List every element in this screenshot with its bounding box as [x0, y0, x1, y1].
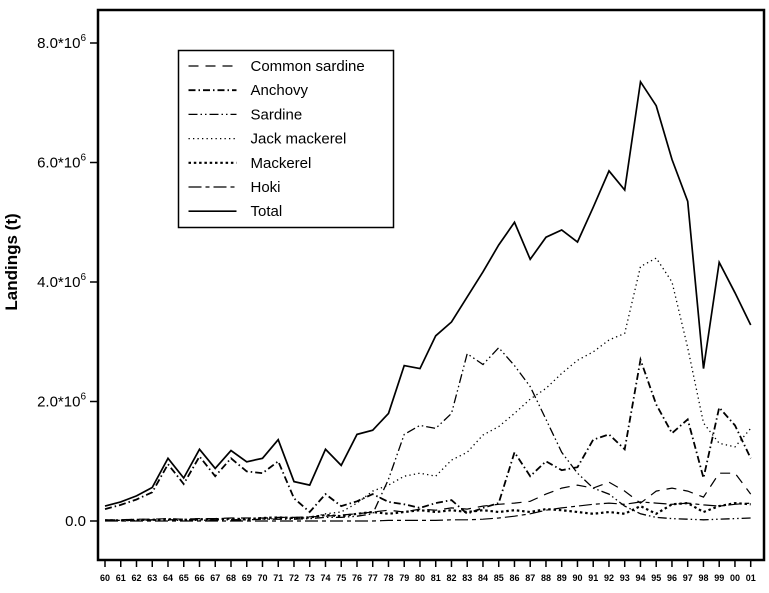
x-tick-label: 75 — [336, 573, 346, 583]
series-line-common-sardine — [105, 472, 752, 521]
x-tick-label: 88 — [541, 573, 551, 583]
x-tick-label: 77 — [368, 573, 378, 583]
y-tick-label: 8.0*106 — [37, 33, 86, 52]
legend-label-mackerel: Mackerel — [251, 155, 312, 172]
x-tick-label: 89 — [557, 573, 567, 583]
x-tick-label: 94 — [635, 573, 645, 583]
legend: Common sardine Anchovy Sardine Jack mackere… — [177, 49, 395, 229]
series-line-anchovy — [104, 356, 752, 515]
y-tick-label: 6.0*106 — [37, 153, 86, 172]
series-line-mackerel — [105, 501, 751, 522]
x-tick-label: 82 — [446, 573, 456, 583]
legend-box — [177, 49, 395, 229]
x-tick-label: 65 — [179, 573, 189, 583]
x-tick-label: 85 — [494, 573, 504, 583]
x-tick-label: 00 — [730, 573, 740, 583]
legend-label-jack-mackerel: Jack mackerel — [251, 131, 347, 148]
x-tick-label: 99 — [714, 573, 724, 583]
x-tick-label: 90 — [572, 573, 582, 583]
plot-border — [96, 8, 766, 562]
x-tick-label: 91 — [588, 573, 598, 583]
x-tick-label: 92 — [604, 573, 614, 583]
x-tick-label: 86 — [509, 573, 519, 583]
x-tick-label: 67 — [210, 573, 220, 583]
legend-label-anchovy: Anchovy — [251, 82, 309, 99]
x-axis-ticks: 60 61 62 63 64 65 66 67 68 69 70 71 72 73 74 75 76 77 78 79… — [100, 560, 756, 583]
y-axis-ticks: 0.0 2.0*106 4.0*106 6.0*106 8.0*106 — [37, 33, 98, 530]
x-tick-label: 93 — [620, 573, 630, 583]
x-tick-label: 60 — [100, 573, 110, 583]
x-tick-label: 63 — [147, 573, 157, 583]
legend-label-total: Total — [251, 203, 283, 220]
legend-label-common-sardine: Common sardine — [251, 58, 365, 75]
x-tick-label: 98 — [698, 573, 708, 583]
x-tick-label: 84 — [478, 573, 488, 583]
series-line-sardine — [105, 346, 751, 522]
y-tick-label: 0.0 — [65, 513, 86, 530]
legend-label-sardine: Sardine — [251, 106, 303, 123]
x-tick-label: 73 — [305, 573, 315, 583]
x-tick-label: 78 — [383, 573, 393, 583]
series-lines — [104, 79, 752, 522]
x-tick-label: 81 — [431, 573, 441, 583]
x-tick-label: 97 — [683, 573, 693, 583]
x-tick-label: 76 — [352, 573, 362, 583]
x-tick-label: 95 — [651, 573, 661, 583]
x-tick-label: 68 — [226, 573, 236, 583]
y-tick-label: 2.0*106 — [37, 392, 86, 411]
series-line-jack-mackerel — [105, 257, 752, 522]
x-tick-label: 66 — [194, 573, 204, 583]
legend-label-hoki: Hoki — [251, 179, 281, 196]
x-tick-label: 96 — [667, 573, 677, 583]
x-tick-label: 72 — [289, 573, 299, 583]
x-tick-label: 87 — [525, 573, 535, 583]
y-tick-label: 4.0*106 — [37, 272, 86, 291]
y-axis-title: Landings (t) — [2, 213, 21, 310]
x-tick-label: 62 — [131, 573, 141, 583]
x-tick-label: 71 — [273, 573, 283, 583]
x-tick-label: 83 — [462, 573, 472, 583]
x-tick-label: 79 — [399, 573, 409, 583]
x-tick-label: 69 — [242, 573, 252, 583]
x-tick-label: 70 — [257, 573, 267, 583]
x-tick-label: 74 — [320, 573, 330, 583]
x-tick-label: 01 — [746, 573, 756, 583]
series-line-total — [104, 79, 752, 507]
x-tick-label: 61 — [116, 573, 126, 583]
series-line-hoki — [105, 501, 751, 522]
x-tick-label: 80 — [415, 573, 425, 583]
x-tick-label: 64 — [163, 573, 173, 583]
